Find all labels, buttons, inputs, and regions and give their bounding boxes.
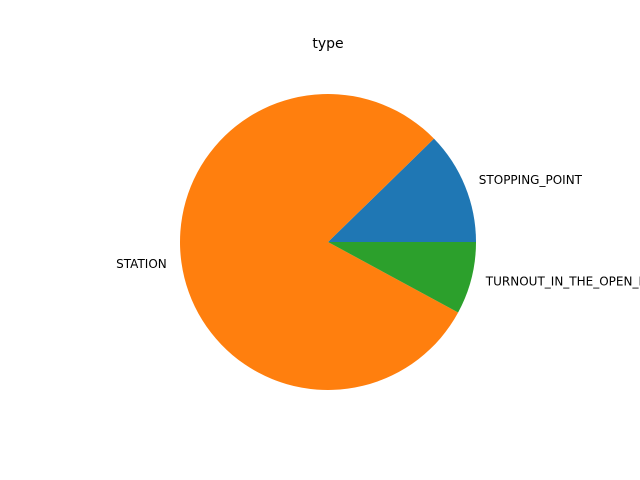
pie-slice-station (180, 93, 459, 390)
pie-slice-turnout-in-the-open-line (328, 242, 476, 313)
chart-title: type (312, 36, 343, 52)
pie-labels: STOPPING_POINT STATION TURNOUT_IN_THE_OPEN… (116, 173, 640, 288)
pie-slices (180, 93, 476, 390)
pie-label-stopping-point: STOPPING_POINT (479, 173, 583, 187)
pie-label-station: STATION (116, 257, 167, 271)
pie-slice-stopping-point (328, 138, 476, 242)
pie-label-turnout-in-the-open-line: TURNOUT_IN_THE_OPEN_LINE (485, 274, 640, 288)
